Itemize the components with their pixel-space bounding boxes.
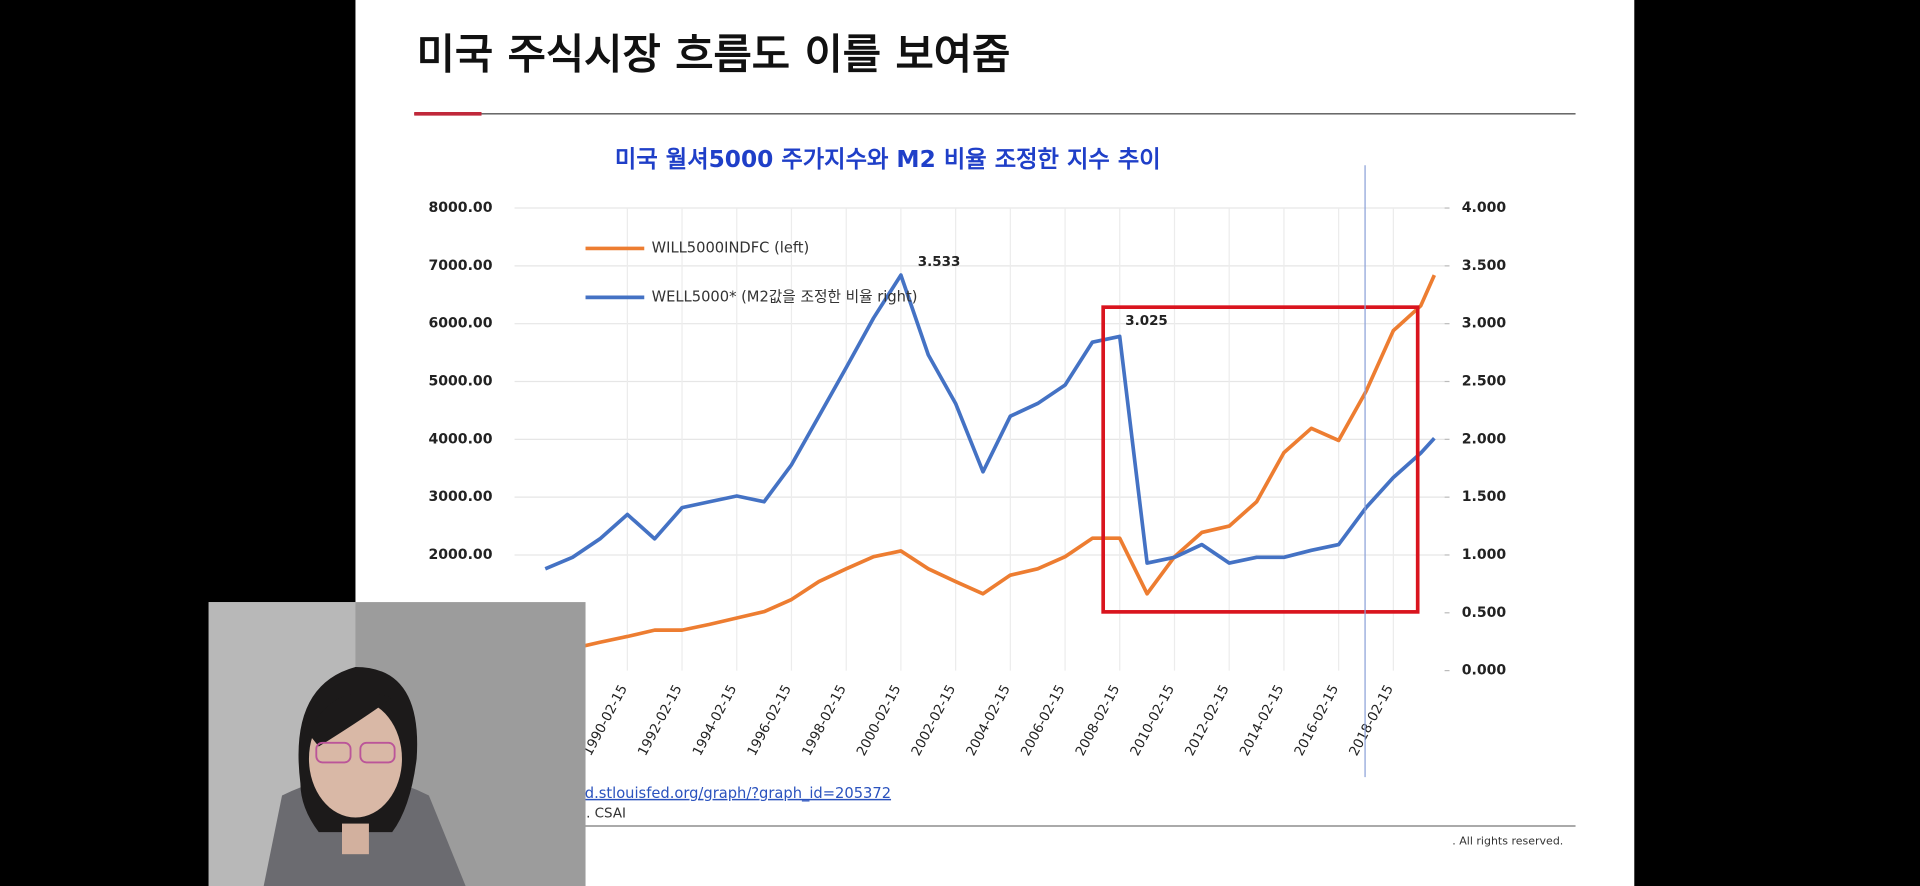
y2-tick-label: 3.000 (1462, 316, 1507, 332)
webcam (208, 602, 586, 886)
y2-tick-label: 2.000 (1462, 431, 1507, 447)
series-line (544, 273, 1436, 571)
slide-title: 미국 주식시장 흐름도 이를 보여줌 (417, 30, 1011, 79)
legend-label: WELL5000* (M2값을 조정한 비율 right) (652, 288, 918, 305)
source-url: ed.stlouisfed.org/graph/?graph_id=205372 (576, 785, 891, 802)
legend-label: WILL5000INDFC (left) (652, 239, 810, 256)
y-tick-label: 4000.00 (428, 431, 492, 447)
y-tick-label: 5000.00 (428, 374, 492, 390)
highlight-box (1101, 305, 1420, 614)
y2-tick-label: 0.000 (1462, 663, 1507, 679)
annotation: 3.025 (1125, 314, 1168, 329)
y-tick-label: 2000.00 (428, 547, 492, 563)
footer: . All rights reserved. (1452, 834, 1563, 847)
source-note: D. CSAI (576, 806, 626, 821)
y2-tick-label: 0.500 (1462, 605, 1507, 621)
y-tick-label: 8000.00 (428, 200, 492, 216)
y-tick-label: 7000.00 (428, 258, 492, 274)
annotation: 3.533 (918, 255, 961, 270)
y2-tick-label: 1.000 (1462, 547, 1507, 563)
y2-tick-label: 3.500 (1462, 258, 1507, 274)
y2-tick-label: 2.500 (1462, 374, 1507, 390)
y-tick-label: 6000.00 (428, 316, 492, 332)
y2-tick-label: 4.000 (1462, 200, 1507, 216)
y-tick-label: 3000.00 (428, 489, 492, 505)
y2-tick-label: 1.500 (1462, 489, 1507, 505)
chart-title: 미국 월셔5000 주가지수와 M2 비율 조정한 지수 추이 (615, 146, 1161, 173)
series-line (544, 274, 1437, 657)
